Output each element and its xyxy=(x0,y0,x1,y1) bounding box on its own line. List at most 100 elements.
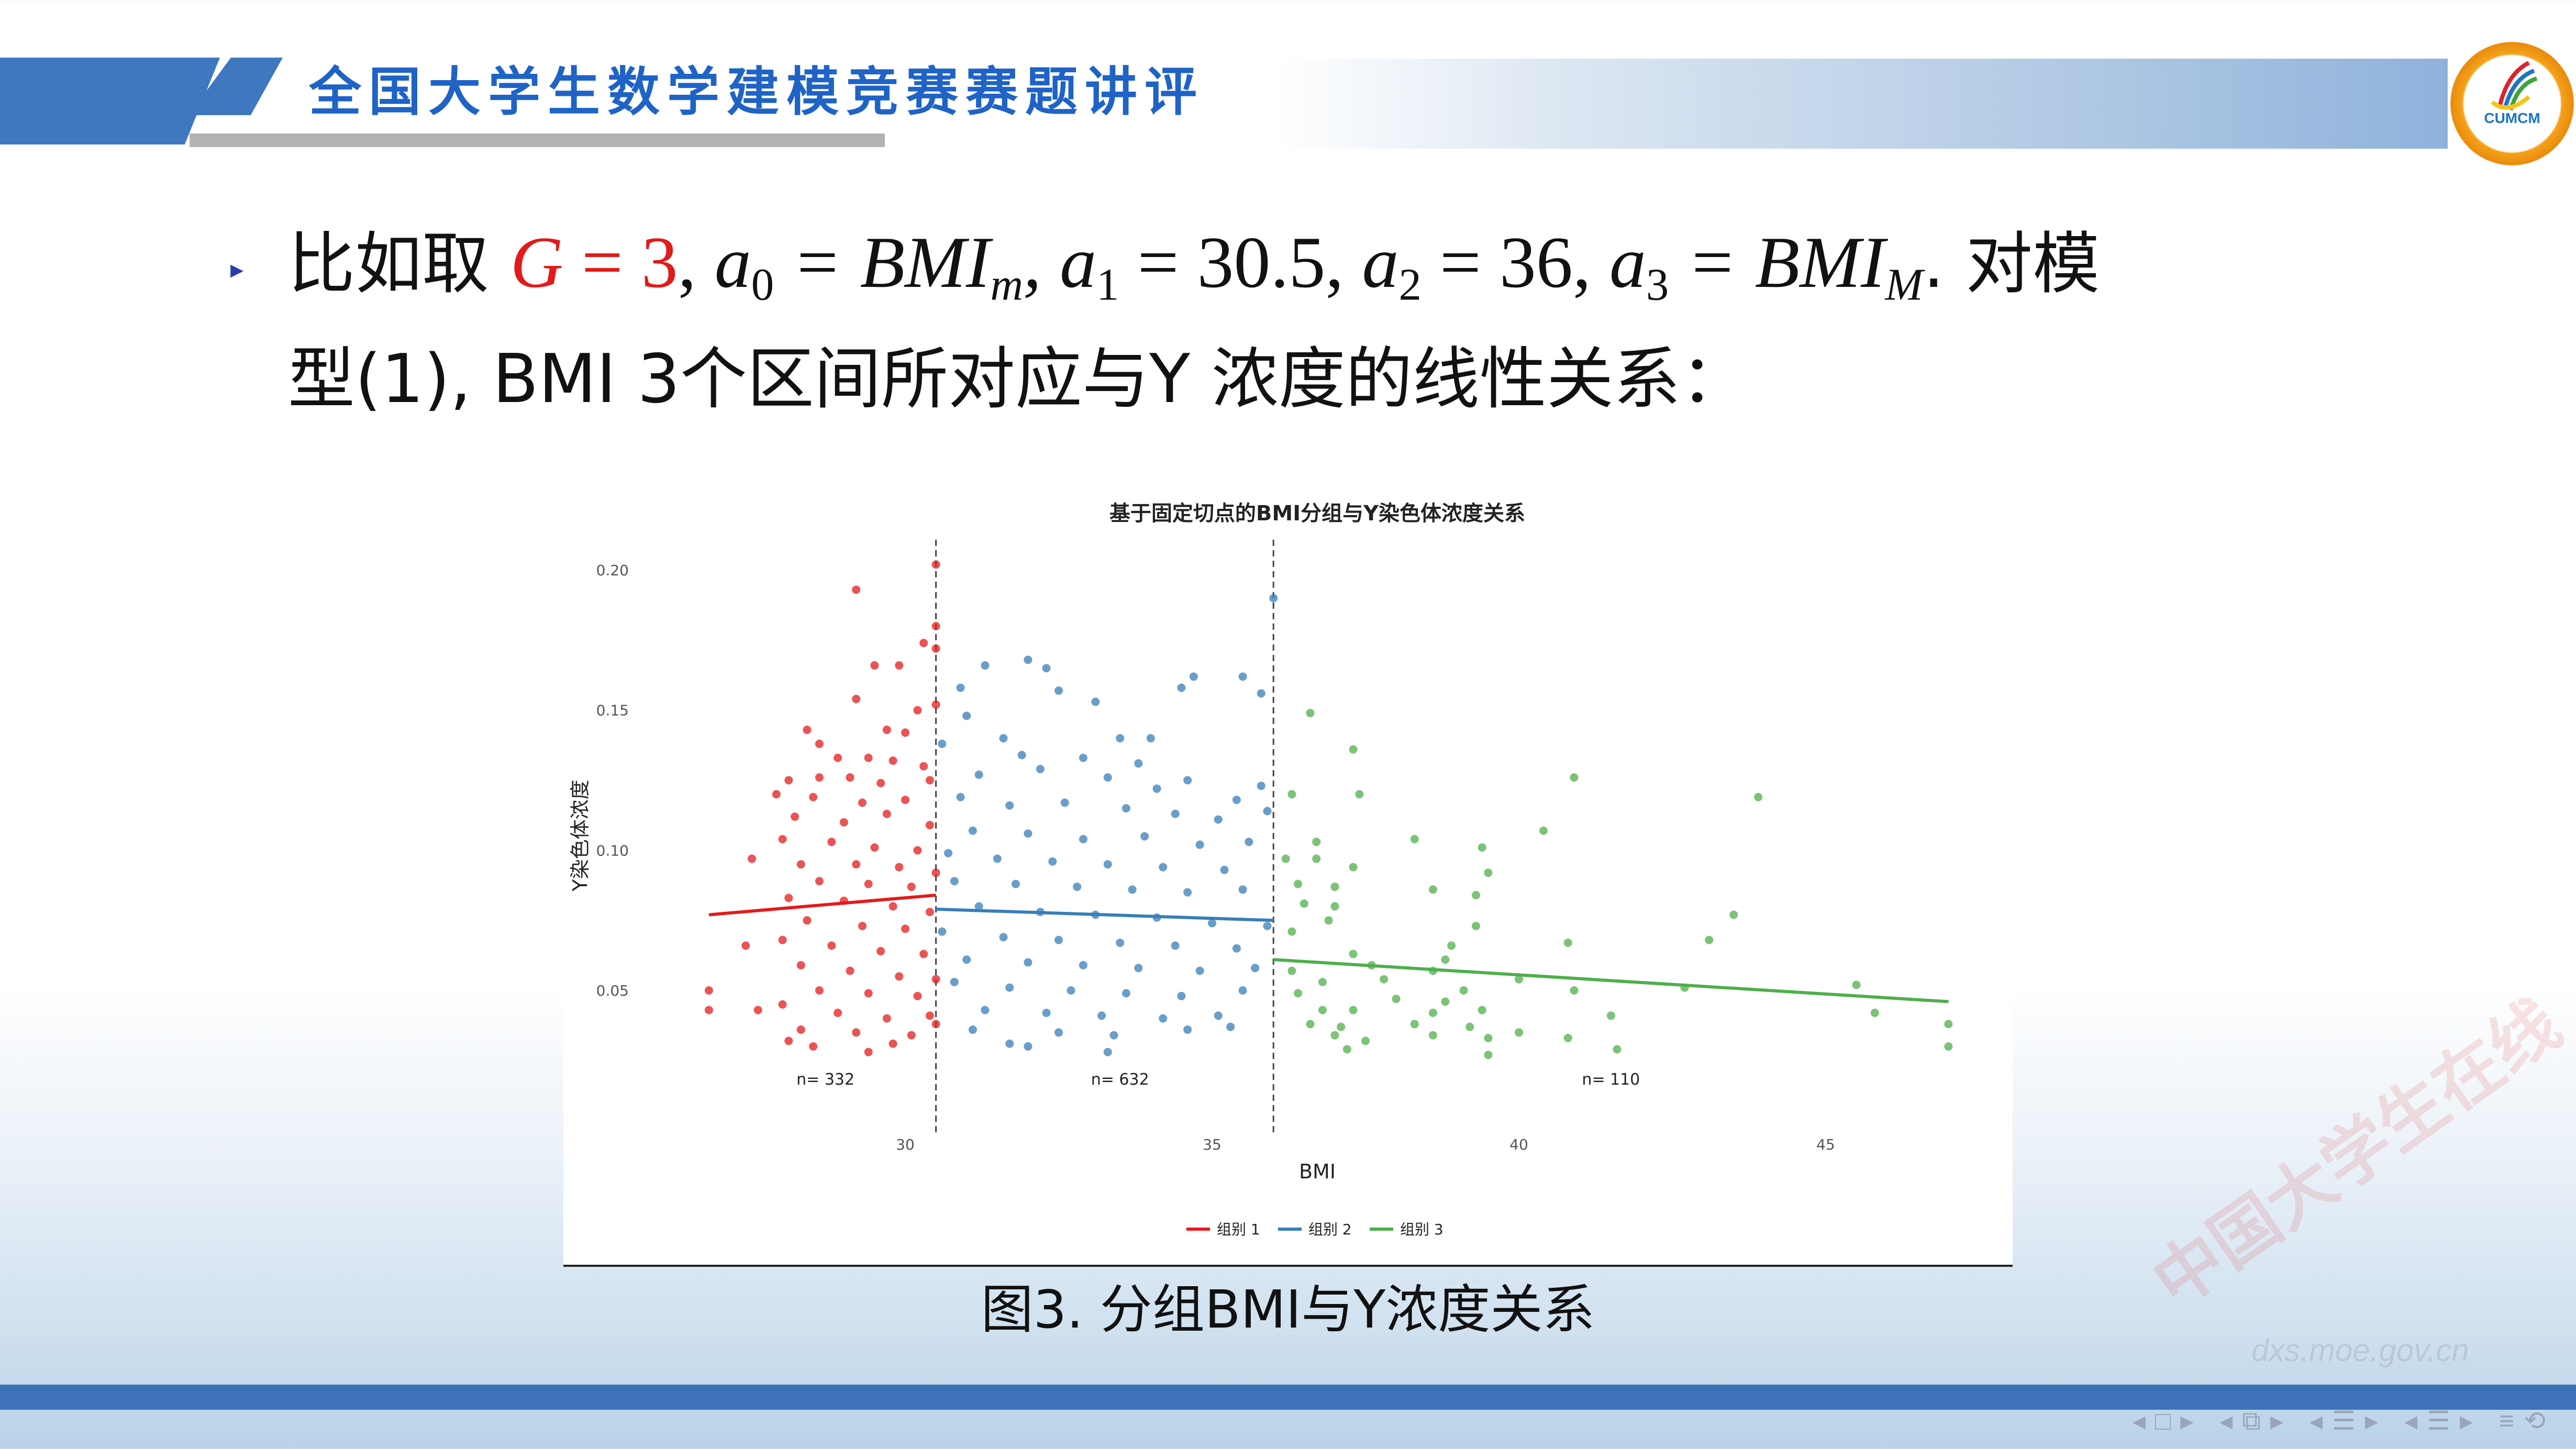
data-point xyxy=(1024,829,1032,838)
fit-line xyxy=(936,907,1274,922)
data-point xyxy=(1183,1025,1192,1034)
nav-prev-icon[interactable]: ◂ xyxy=(2219,1406,2242,1435)
data-point xyxy=(889,756,897,765)
y-tick-label: 0.05 xyxy=(596,982,629,999)
data-point xyxy=(1410,834,1419,843)
bullet-line-2: 型(1), BMI 3个区间所对应与Y 浓度的线性关系： xyxy=(288,340,1748,418)
nav-section-icon[interactable]: ☰ xyxy=(2332,1406,2365,1435)
data-point xyxy=(839,818,848,827)
data-point xyxy=(772,790,781,799)
data-point xyxy=(1705,935,1714,944)
nav-prev-icon[interactable]: ◂ xyxy=(2132,1406,2155,1435)
data-point xyxy=(889,1039,897,1048)
data-point xyxy=(999,734,1008,743)
data-point xyxy=(1103,773,1112,782)
legend-label: 组别 2 xyxy=(1308,1221,1352,1238)
data-point xyxy=(1232,795,1241,804)
data-point xyxy=(1342,1045,1351,1054)
data-point xyxy=(846,966,854,975)
data-point xyxy=(1306,1020,1315,1029)
data-point xyxy=(1471,890,1480,899)
data-point xyxy=(852,1028,861,1037)
data-point xyxy=(931,622,940,631)
data-point xyxy=(1330,1031,1339,1040)
data-point xyxy=(925,908,934,917)
bottom-bar xyxy=(0,1385,2576,1410)
scatter-points xyxy=(704,560,1953,1060)
fit-line xyxy=(708,894,936,917)
nav-next-icon[interactable]: ▸ xyxy=(2364,1406,2388,1435)
data-point xyxy=(1944,1042,1953,1051)
data-point xyxy=(1054,935,1063,944)
text-suffix: . 对模 xyxy=(1923,225,2100,303)
data-point xyxy=(1606,1011,1615,1020)
nav-search-icon[interactable]: ⟲ xyxy=(2524,1406,2555,1435)
nav-toc-icon[interactable]: ☰ xyxy=(2427,1406,2460,1435)
data-point xyxy=(1306,709,1315,718)
data-point xyxy=(931,644,940,653)
legend-label: 组别 3 xyxy=(1400,1221,1444,1238)
data-point xyxy=(1220,865,1229,874)
data-point xyxy=(864,753,873,762)
data-point xyxy=(1189,672,1198,681)
data-point xyxy=(815,877,824,886)
data-point xyxy=(1091,697,1100,706)
data-point xyxy=(913,846,922,855)
header-blue-band xyxy=(0,58,220,144)
nav-next-icon[interactable]: ▸ xyxy=(2459,1406,2482,1435)
data-point xyxy=(1183,888,1192,897)
data-point xyxy=(827,941,836,950)
data-point xyxy=(796,961,805,969)
data-point xyxy=(1428,885,1437,894)
data-point xyxy=(1263,807,1272,816)
data-point xyxy=(931,868,940,877)
data-point xyxy=(1287,927,1296,936)
data-point xyxy=(1515,1028,1523,1037)
data-point xyxy=(999,933,1008,942)
data-point xyxy=(1570,773,1579,782)
data-point xyxy=(1349,863,1358,872)
nav-frame-icon[interactable]: □ xyxy=(2155,1406,2181,1435)
nav-menu-icon[interactable]: ≡ xyxy=(2499,1406,2524,1435)
data-point xyxy=(1349,950,1358,958)
math-a0-value: = BMI xyxy=(774,222,991,303)
data-point xyxy=(1159,863,1168,872)
data-point xyxy=(1005,1039,1014,1048)
math-a2-sub: 2 xyxy=(1398,259,1422,310)
data-point xyxy=(1269,594,1278,603)
data-point xyxy=(1109,1031,1118,1040)
data-point xyxy=(1287,966,1296,975)
data-point xyxy=(1054,686,1063,695)
data-point xyxy=(1079,961,1087,969)
group-count-label: n= 332 xyxy=(796,1071,854,1089)
data-point xyxy=(741,941,750,950)
data-point xyxy=(1570,986,1579,995)
data-point xyxy=(803,726,812,734)
nav-prev-icon[interactable]: ◂ xyxy=(2404,1406,2427,1435)
data-point xyxy=(919,762,928,771)
data-point xyxy=(791,812,800,821)
data-point xyxy=(1563,1034,1572,1043)
data-point xyxy=(778,1000,787,1009)
nav-next-icon[interactable]: ▸ xyxy=(2180,1406,2203,1435)
data-point xyxy=(1410,1020,1419,1029)
data-point xyxy=(753,1006,762,1015)
data-point xyxy=(852,585,861,594)
bullet-line-1: 比如取 G = 3, a0 = BMIm, a1 = 30.5, a2 = 36… xyxy=(288,222,2100,310)
nav-prev-icon[interactable]: ◂ xyxy=(2309,1406,2333,1435)
data-point xyxy=(1478,843,1486,852)
data-point xyxy=(864,1047,873,1056)
chart-container: 基于固定切点的BMI分组与Y染色体浓度关系 BMI Y染色体浓度 30 35 40 4… xyxy=(563,485,2013,1267)
x-tick-label: 45 xyxy=(1816,1136,1835,1153)
data-point xyxy=(1330,902,1339,911)
data-point xyxy=(1459,986,1468,995)
data-point xyxy=(704,1006,713,1015)
data-point xyxy=(1128,885,1137,894)
data-point xyxy=(796,860,805,869)
data-point xyxy=(1428,1031,1437,1040)
data-point xyxy=(876,947,885,956)
nav-subsection-icon[interactable]: ⧉ xyxy=(2242,1406,2270,1435)
data-point xyxy=(1484,868,1493,877)
nav-next-icon[interactable]: ▸ xyxy=(2270,1406,2293,1435)
data-point xyxy=(1171,941,1180,950)
